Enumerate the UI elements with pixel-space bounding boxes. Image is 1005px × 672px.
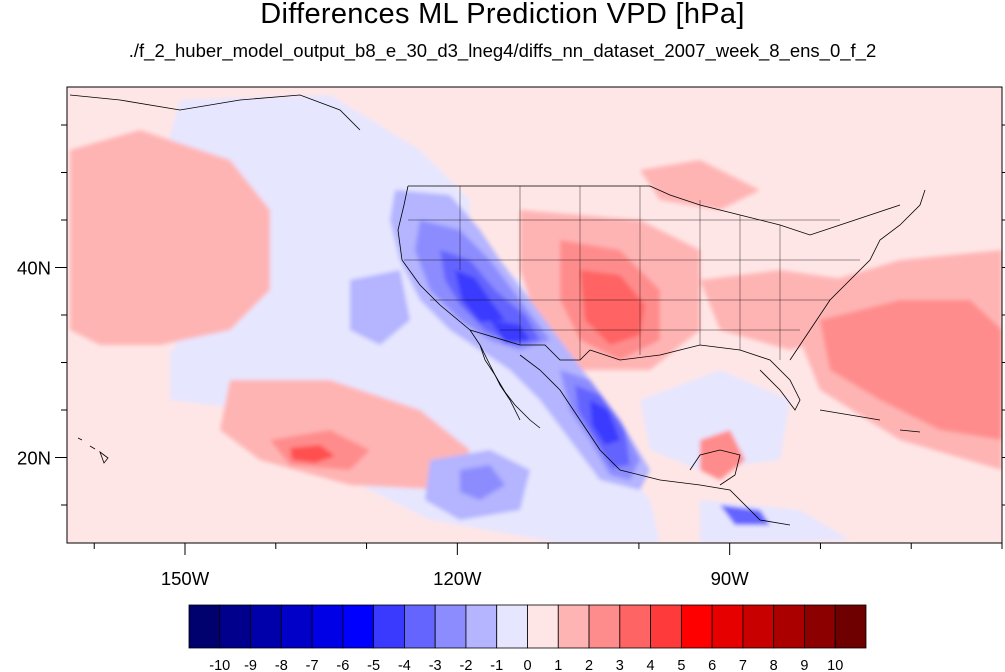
colorbar-level-label: 10	[827, 658, 843, 672]
colorbar-swatch	[188, 604, 221, 649]
colorbar-swatch	[680, 604, 713, 649]
negative-region	[460, 465, 505, 500]
colorbar-swatch	[404, 604, 436, 649]
colorbar-swatch	[834, 604, 867, 649]
negative-region	[640, 370, 790, 470]
colorbar-level-label: 6	[708, 658, 716, 672]
colorbar-swatch	[250, 604, 282, 649]
colorbar-swatch	[742, 604, 775, 649]
x-tick-label: 150W	[161, 568, 210, 589]
us-mexico-border	[469, 329, 591, 361]
positive-region	[820, 300, 1002, 440]
colorbar-level-label: -6	[336, 658, 349, 672]
alaska-coastline	[69, 94, 361, 131]
colorbar-swatch	[465, 604, 498, 649]
negative-region	[590, 400, 620, 445]
colorbar-level-label: -3	[429, 658, 442, 672]
colorbar-swatch	[527, 604, 559, 649]
baja-coastline	[479, 344, 541, 429]
colorbar-swatch	[496, 604, 528, 649]
colorbar-level-label: -2	[460, 658, 473, 672]
colorbar-level-label: -5	[367, 658, 380, 672]
colorbar-level-label: 0	[523, 658, 531, 672]
positive-region	[220, 380, 470, 490]
positive-region	[580, 270, 645, 345]
colorbar-level-label: 8	[770, 658, 778, 672]
positive-region	[700, 430, 745, 480]
negative-region	[455, 270, 505, 322]
colorbar-swatch	[711, 604, 744, 649]
yucatan-coastline	[689, 449, 741, 486]
mexico-coastline	[519, 354, 791, 526]
negative-region	[440, 250, 540, 345]
colorbar-swatch	[773, 604, 805, 649]
colorbar-swatch	[619, 604, 651, 649]
colorbar-level-label: 4	[647, 658, 655, 672]
colorbar	[188, 604, 867, 649]
colorbar-labels: -10 -9 -8 -7 -6 -5 -4 -3 -2 -1 0 1 2 3 4 5 6 7 8 9 10	[209, 658, 843, 672]
y-tick-label: 20N	[17, 448, 51, 469]
colorbar-swatch	[311, 604, 344, 649]
colorbar-level-label: 7	[739, 658, 747, 672]
colorbar-level-label: -10	[209, 658, 230, 672]
colorbar-swatch	[557, 604, 590, 649]
colorbar-swatch	[434, 604, 467, 649]
negative-region	[720, 505, 770, 525]
colorbar-level-label: -1	[490, 658, 503, 672]
state-borders	[404, 186, 860, 360]
y-tick-label: 40N	[17, 258, 51, 279]
state-border-lines	[404, 186, 860, 360]
negative-region	[350, 270, 410, 345]
colorbar-level-label: -9	[244, 658, 257, 672]
colorbar-swatch	[650, 604, 682, 649]
colorbar-swatch	[804, 604, 836, 649]
colorbar-level-label: 2	[585, 658, 593, 672]
colorbar-swatch	[280, 604, 313, 649]
x-tick-label: 120W	[433, 568, 482, 589]
map-subtitle: ./f_2_huber_model_output_b8_e_30_d3_lneg…	[128, 40, 877, 61]
positive-region	[290, 445, 335, 463]
colorbar-swatch	[373, 604, 405, 649]
hawaii-islands	[77, 437, 109, 464]
colorbar-level-label: 5	[677, 658, 685, 672]
map-title: Differences ML Prediction VPD [hPa]	[260, 0, 745, 30]
axis-tick-labels: 150W 120W 90W 40N 20N	[17, 258, 749, 590]
colorbar-level-label: 1	[554, 658, 562, 672]
colorbar-level-label: -4	[398, 658, 411, 672]
pacific-coastline	[397, 185, 521, 421]
colorbar-level-label: 9	[800, 658, 808, 672]
positive-region	[640, 160, 760, 210]
colorbar-swatch	[219, 604, 251, 649]
colorbar-level-label: -7	[306, 658, 319, 672]
colorbar-swatch	[588, 604, 621, 649]
atlantic-coastline	[789, 189, 926, 361]
colorbar-swatch	[342, 604, 375, 649]
gulf-coastline	[589, 344, 801, 411]
colorbar-level-label: -8	[275, 658, 288, 672]
caribbean-islands	[819, 409, 921, 433]
x-tick-label: 90W	[711, 568, 750, 589]
positive-region	[70, 130, 270, 345]
axis-ticks	[55, 124, 1005, 555]
data-field	[67, 87, 1002, 543]
colorbar-level-label: 3	[616, 658, 624, 672]
